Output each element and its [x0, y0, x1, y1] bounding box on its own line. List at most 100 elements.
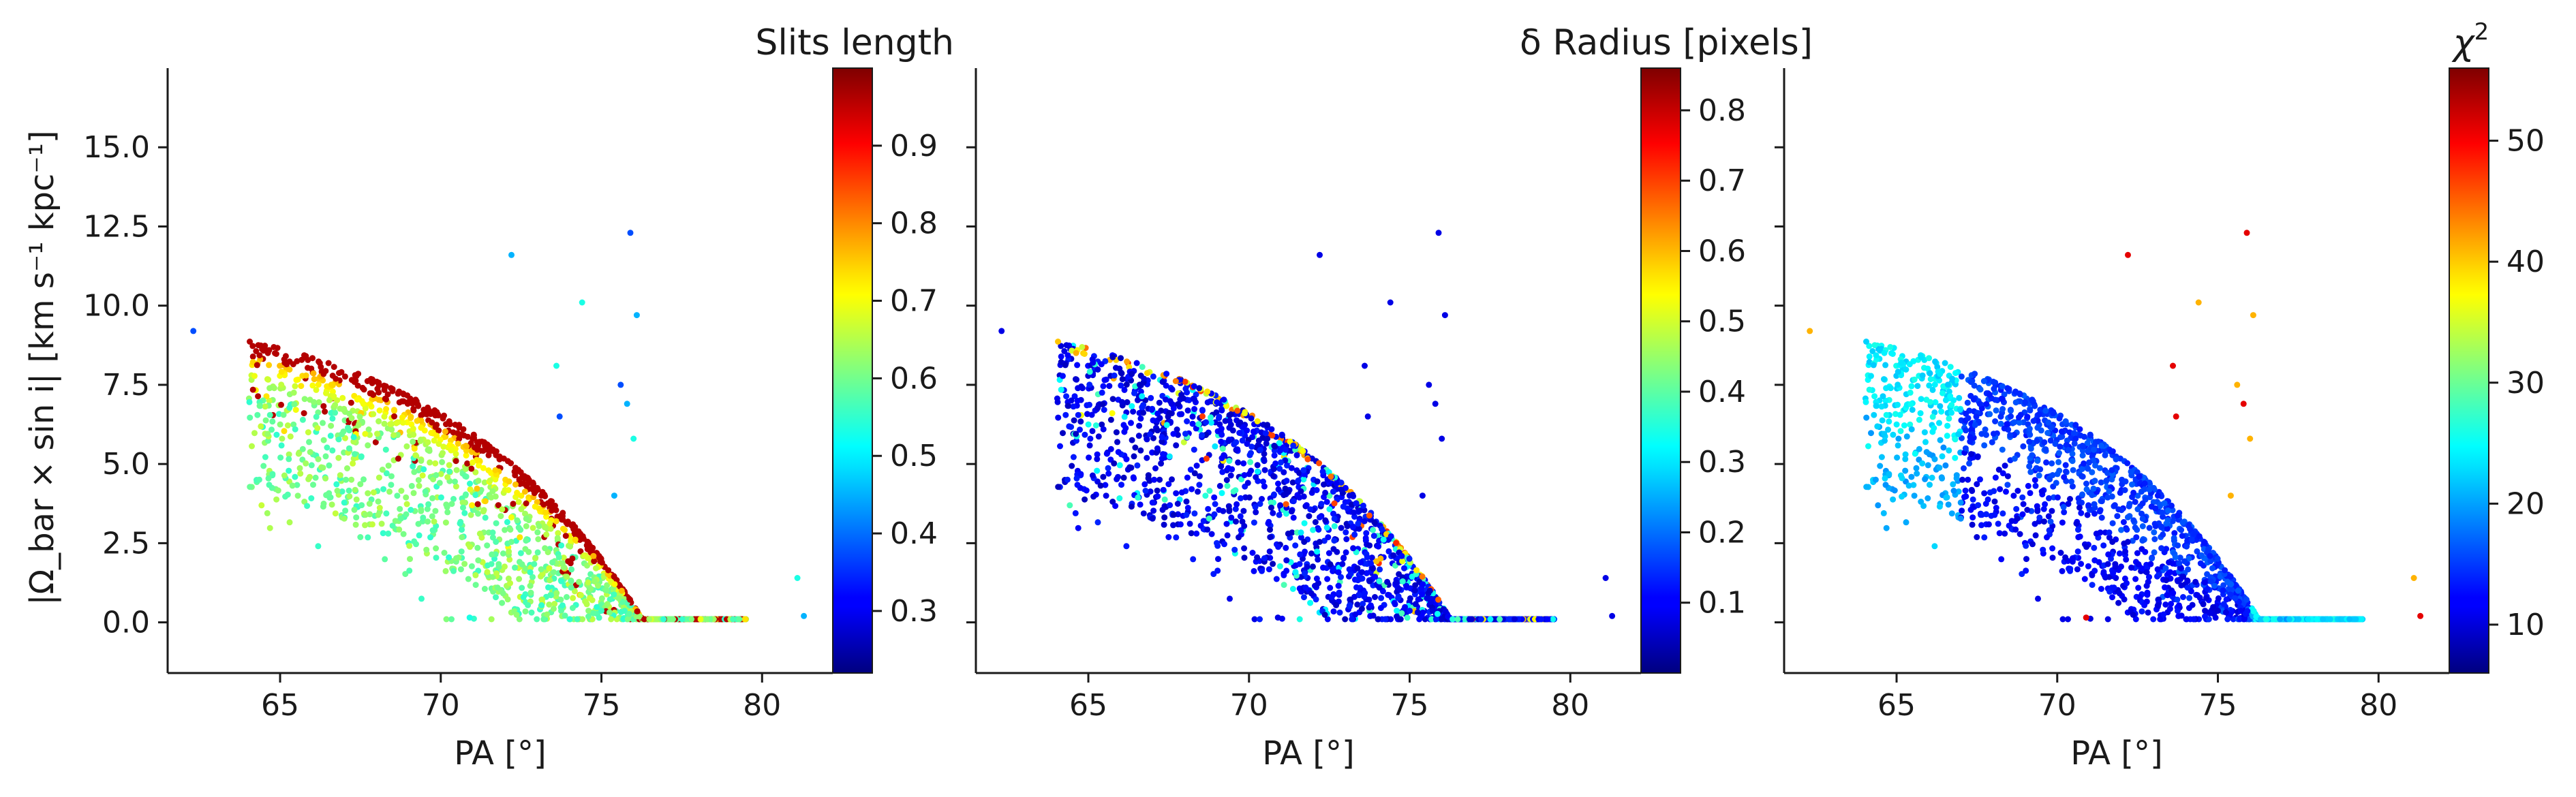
scatter-point — [1300, 467, 1307, 473]
scatter-point — [1909, 407, 1916, 413]
plot-area-2 — [998, 230, 1616, 623]
scatter-point — [1094, 456, 1101, 463]
scatter-point — [493, 539, 500, 545]
scatter-point — [493, 594, 499, 601]
scatter-point — [646, 616, 653, 623]
scatter-point — [1241, 554, 1248, 561]
scatter-point — [1199, 407, 1206, 414]
scatter-point — [435, 441, 442, 448]
scatter-point — [410, 407, 417, 413]
scatter-point — [399, 419, 406, 426]
x-axis-label-2: PA [°] — [1262, 734, 1354, 772]
scatter-point — [1240, 507, 1247, 514]
scatter-point — [1362, 590, 1368, 597]
scatter-point — [2084, 512, 2091, 518]
scatter-point — [1123, 381, 1130, 388]
scatter-point — [1413, 567, 1420, 574]
scatter-point — [262, 417, 269, 424]
scatter-point — [1450, 616, 1456, 623]
scatter-point — [341, 515, 348, 522]
scatter-point — [1394, 613, 1400, 620]
scatter-point — [1183, 498, 1190, 505]
scatter-point — [313, 386, 320, 393]
colorbar-tick-label: 0.5 — [1698, 304, 1746, 339]
scatter-point — [2070, 467, 2076, 473]
scatter-point — [633, 312, 640, 319]
scatter-point — [1378, 595, 1385, 601]
scatter-point — [1950, 481, 1957, 488]
scatter-point — [2179, 533, 2186, 540]
scatter-point — [1202, 493, 1209, 499]
scatter-point — [2089, 572, 2096, 578]
scatter-point — [2049, 460, 2055, 467]
scatter-point — [626, 610, 632, 617]
scatter-point — [1085, 421, 1092, 428]
scatter-point — [294, 482, 301, 488]
scatter-point — [654, 616, 660, 623]
scatter-point — [1064, 352, 1071, 359]
scatter-point — [1358, 559, 1364, 566]
scatter-point — [429, 527, 436, 533]
scatter-point — [1416, 616, 1423, 623]
scatter-point — [2078, 561, 2085, 567]
scatter-point — [2102, 452, 2109, 458]
scatter-point — [303, 372, 309, 379]
scatter-point — [1254, 418, 1261, 424]
scatter-point — [2017, 531, 2023, 537]
scatter-point — [266, 482, 273, 488]
scatter-point — [1426, 381, 1432, 388]
scatter-point — [1156, 415, 1163, 422]
scatter-point — [1191, 470, 1198, 477]
scatter-point — [2098, 479, 2104, 486]
scatter-point — [308, 495, 315, 501]
colorbar-label-2: δ Radius [pixels] — [1520, 22, 1813, 63]
scatter-point — [1154, 445, 1161, 452]
scatter-point — [2160, 611, 2167, 618]
scatter-point — [348, 399, 354, 406]
scatter-point — [1136, 422, 1143, 429]
scatter-point — [292, 383, 298, 390]
scatter-point — [1118, 370, 1125, 377]
scatter-point — [2002, 463, 2008, 469]
scatter-point — [271, 344, 277, 350]
scatter-point — [299, 446, 306, 452]
scatter-point — [450, 567, 457, 574]
scatter-point — [1936, 503, 1943, 510]
scatter-point — [1343, 529, 1349, 535]
scatter-point — [328, 422, 335, 429]
scatter-point — [462, 473, 469, 480]
scatter-point — [1333, 480, 1340, 487]
scatter-point — [1377, 566, 1383, 573]
scatter-point — [2031, 520, 2038, 527]
scatter-point — [1261, 450, 1268, 457]
x-axis-label-1: PA [°] — [454, 734, 546, 772]
scatter-point — [1322, 489, 1329, 496]
scatter-point — [190, 328, 197, 334]
scatter-point — [1428, 616, 1435, 623]
scatter-point — [391, 407, 397, 414]
scatter-point — [320, 465, 326, 471]
scatter-point — [516, 576, 523, 582]
scatter-point — [1981, 442, 1988, 449]
scatter-point — [1398, 552, 1405, 559]
scatter-point — [442, 567, 449, 574]
scatter-point — [1107, 416, 1114, 423]
scatter-point — [2012, 399, 2019, 406]
scatter-point — [482, 442, 489, 449]
scatter-point — [346, 445, 352, 452]
scatter-point — [542, 545, 549, 552]
scatter-point — [346, 427, 353, 434]
scatter-point — [1219, 469, 1226, 475]
scatter-point — [332, 409, 339, 416]
scatter-point — [1412, 601, 1419, 608]
scatter-point — [1866, 386, 1873, 393]
scatter-point — [519, 561, 525, 567]
scatter-point — [1165, 481, 1172, 488]
scatter-point — [2032, 532, 2039, 539]
scatter-point — [380, 530, 386, 537]
scatter-point — [517, 550, 524, 557]
scatter-point — [353, 496, 360, 503]
scatter-point — [472, 492, 479, 499]
scatter-point — [1326, 506, 1333, 512]
